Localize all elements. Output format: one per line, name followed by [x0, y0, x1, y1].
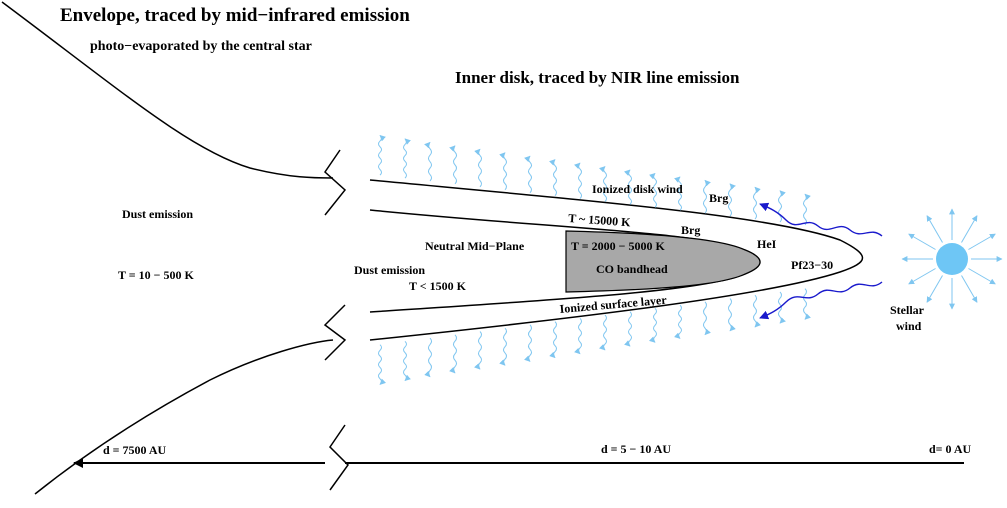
- disk-wind-line-down: [403, 341, 411, 382]
- stellar-wind-label-line1: Stellar: [890, 303, 925, 317]
- star-ray: [961, 275, 978, 303]
- disk-wind-line-down: [649, 308, 657, 343]
- disk-wind-line-down: [499, 327, 507, 366]
- distance-zero-label: d= 0 AU: [929, 442, 972, 456]
- distance-far-label: d = 7500 AU: [103, 443, 167, 457]
- inner-disk-title: Inner disk, traced by NIR line emission: [455, 68, 740, 87]
- star-ray: [968, 233, 996, 250]
- co-bandhead-region: [565, 230, 761, 293]
- disk-wind-line-down: [449, 334, 457, 374]
- disk-wind-line-down: [378, 344, 386, 385]
- disk-wind-line-up: [403, 138, 411, 179]
- disk-wind-line-down: [803, 288, 811, 320]
- dust-emission-outer-label: Dust emission: [122, 207, 193, 221]
- brg-mid-label: Brg: [681, 223, 700, 237]
- break-mark-upper: [324, 149, 347, 216]
- disk-wind-line-down: [703, 301, 711, 336]
- disk-wind-line-down: [778, 291, 786, 324]
- disk-wind-line-down: [599, 314, 607, 351]
- disk-wind-line-up: [524, 155, 532, 194]
- disk-wind-line-up: [549, 159, 557, 197]
- star-ray: [926, 275, 943, 303]
- disk-wind-line-up: [624, 169, 632, 205]
- disk-wind-line-up: [803, 193, 811, 226]
- disk-wind-line-up: [599, 166, 607, 202]
- disk-wind-top: [378, 134, 811, 226]
- disk-wind-line-up: [499, 152, 507, 191]
- disk-wind-line-down: [728, 298, 736, 332]
- co-bandhead-label: CO bandhead: [596, 262, 668, 276]
- temp-inner-label: T < 1500 K: [409, 279, 467, 293]
- disk-wind-line-down: [574, 317, 582, 355]
- disk-outer-surface: [369, 179, 863, 341]
- break-mark-lower: [323, 304, 347, 361]
- disk-wind-line-down: [674, 304, 682, 339]
- temp-co-label: T = 2000 − 5000 K: [571, 239, 665, 253]
- distance-mid-label: d = 5 − 10 AU: [601, 442, 671, 456]
- temp-surface-label: T ~ 15000 K: [568, 211, 632, 229]
- disk-wind-line-down: [624, 311, 632, 347]
- disk-wind-line-up: [674, 176, 682, 211]
- star-ray: [926, 215, 943, 243]
- disk-wind-line-up: [378, 134, 386, 176]
- disk-wind-line-down: [424, 337, 432, 378]
- disk-wind-line-up: [424, 141, 432, 182]
- temp-outer-label: T = 10 − 500 K: [118, 268, 194, 282]
- star-ray: [961, 215, 978, 243]
- star-icon: [936, 243, 968, 275]
- disk-wind-line-up: [728, 183, 736, 217]
- disk-wind-line-up: [449, 145, 457, 185]
- disk-wind-line-down: [753, 294, 761, 328]
- disk-wind-line-up: [753, 186, 761, 220]
- stellar-wind-label-line2: wind: [896, 319, 922, 333]
- pf-lines-label: Pf23−30: [791, 258, 833, 272]
- disk-wind-bottom: [378, 288, 811, 385]
- disk-wind-line-down: [524, 324, 532, 362]
- star-ray: [968, 268, 996, 285]
- disk-wind-line-down: [474, 331, 482, 370]
- envelope-lower-curve: [34, 339, 334, 495]
- star-ray: [908, 233, 936, 250]
- stellar-wind-arrow-lower: [759, 281, 883, 320]
- stellar-wind-arrow-upper: [759, 202, 883, 237]
- disk-wind-line-down: [549, 321, 557, 359]
- dust-emission-inner-label: Dust emission: [354, 263, 425, 277]
- envelope-upper-curve: [1, 1, 334, 179]
- envelope-subtitle: photo−evaporated by the central star: [90, 39, 312, 54]
- disk-wind-line-up: [778, 190, 786, 223]
- brg-top-label: Brg: [709, 191, 728, 205]
- hei-label: HeI: [757, 237, 777, 251]
- disk-wind-line-up: [649, 173, 657, 208]
- break-mark-axis: [329, 424, 349, 491]
- star-rays: [901, 208, 1003, 310]
- star-ray: [908, 268, 936, 285]
- envelope-title: Envelope, traced by mid−infrared emissio…: [60, 5, 410, 26]
- disk-wind-line-up: [474, 148, 482, 188]
- disk-wind-line-up: [574, 162, 582, 199]
- neutral-mid-plane-label: Neutral Mid−Plane: [425, 239, 525, 253]
- ionized-disk-wind-label: Ionized disk wind: [592, 182, 683, 196]
- disk-wind-line-up: [703, 179, 711, 214]
